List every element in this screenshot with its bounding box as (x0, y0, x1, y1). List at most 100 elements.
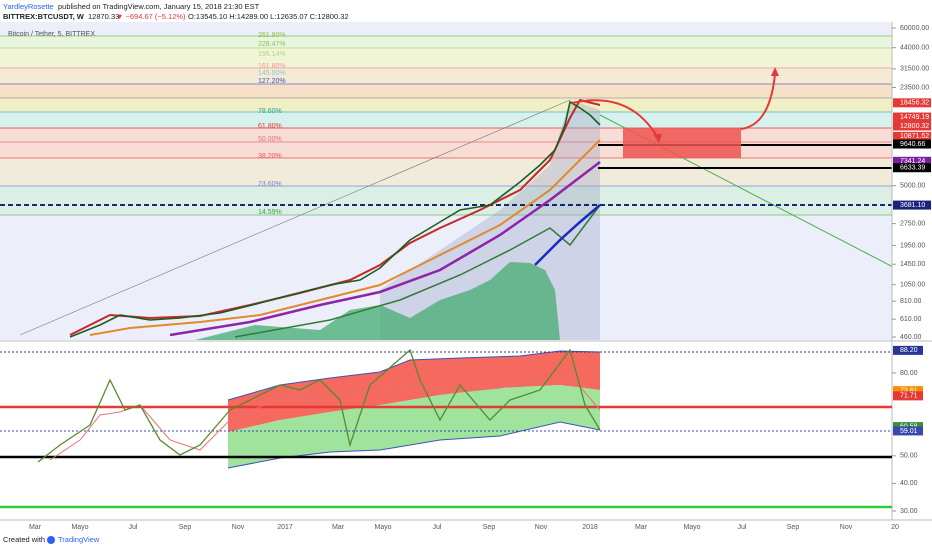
time-label: 20 (891, 524, 899, 531)
price-tag (893, 139, 931, 149)
change: ▼ −694.67 (−5.12%) (116, 12, 186, 21)
price-axis-bg (892, 22, 932, 520)
price-tag (893, 98, 931, 108)
fib-band (0, 48, 892, 68)
price-tick-label: 1950.00 (900, 242, 925, 249)
time-label: Mayo (683, 524, 700, 531)
upper-band (227, 350, 601, 401)
fib-band (0, 112, 892, 128)
published: published on TradingView.com, January 15… (58, 2, 260, 11)
price-tick-label: 44000.00 (900, 45, 929, 52)
price-tick-label: 5000.00 (900, 183, 925, 190)
fib-label: 261.80% (258, 32, 286, 39)
main-panel: Bitcoin / Tether, 5, BITTREX 261.80% 228.… (0, 22, 896, 340)
fib-label: 78.60% (258, 108, 282, 115)
fib-band (0, 128, 892, 158)
fib-label: 228.47% (258, 41, 286, 48)
time-label: Nov (232, 524, 245, 531)
target-box (623, 128, 741, 158)
price-tick-label: 610.00 (900, 316, 922, 323)
price-tag (893, 121, 931, 131)
fib-band (0, 36, 892, 48)
indicator-panel (0, 348, 892, 509)
price-tag (893, 200, 931, 210)
fib-band (0, 158, 892, 186)
time-label: Sep (483, 524, 496, 531)
time-label: Jul (129, 524, 138, 531)
logo (47, 536, 55, 544)
time-label: Jul (433, 524, 442, 531)
time-label: 2017 (277, 524, 293, 531)
ma-orange (89, 139, 601, 336)
fib-labels: 261.80% 228.47% 195.14% 161.80%145.00%127.2… (258, 32, 286, 216)
fib-label: 50.00% (258, 136, 282, 143)
indicator-tag (893, 345, 923, 355)
fib-label: 195.14% (258, 51, 286, 58)
footer-brand[interactable]: TradingView (58, 535, 100, 544)
price-tag-label: 3681.10 (900, 202, 925, 209)
panel-label: Bitcoin / Tether, 5, BITTREX (8, 31, 95, 38)
indicator-tick-label: 80.00 (900, 370, 918, 377)
volume-area (195, 262, 560, 340)
price-tick-label: 60000.00 (900, 25, 929, 32)
indicator-tag (893, 386, 923, 396)
time-label: Sep (787, 524, 800, 531)
fib-band (0, 84, 892, 98)
time-label: Jul (738, 524, 747, 531)
ohlc: O:13545.10 H:14289.00 L:12635.07 C:12800… (188, 12, 349, 21)
fib-label: 14.59% (258, 209, 282, 216)
fib-label: 38.20% (258, 153, 282, 160)
price-tag (893, 156, 931, 166)
time-label: Mar (332, 524, 345, 531)
price-tag (893, 131, 931, 141)
price-tick-label: 2750.00 (900, 220, 925, 227)
indicator-tag-label: 71.71 (900, 393, 918, 400)
last-price: 12870.33 (88, 12, 119, 21)
arrow (740, 73, 776, 130)
time-label: Mar (635, 524, 648, 531)
fib-lines (0, 35, 892, 216)
price-tag-label: 10871.52 (900, 133, 929, 140)
ma-purple (169, 161, 601, 337)
time-label: Mayo (71, 524, 88, 531)
ma-green (234, 204, 601, 338)
arrowhead (653, 134, 662, 143)
fib-label: 145.00% (258, 70, 286, 77)
price-tick-label: 31500.00 (900, 66, 929, 73)
price-tag-label: 9640.66 (900, 141, 925, 148)
time-label: Nov (535, 524, 548, 531)
time-label: 2018 (582, 524, 598, 531)
price-tag-label: 14749.19 (900, 114, 929, 121)
fib-label: 23.60% (258, 181, 282, 188)
fib-label: 127.20% (258, 78, 286, 85)
oscillator (37, 348, 601, 463)
arrowhead (771, 67, 779, 76)
indicator-tag-label: 88.20 (900, 347, 918, 354)
indicator-tag (893, 426, 923, 436)
price-tag (893, 163, 931, 173)
time-label: Mar (29, 524, 42, 531)
author[interactable]: YardleyRosette (3, 2, 54, 11)
fib-band (0, 68, 892, 84)
price-tick-label: 1450.00 (900, 261, 925, 268)
price-tag (893, 112, 931, 122)
price-tag-label: 6633.39 (900, 165, 925, 172)
arrow (571, 99, 659, 139)
time-label: Mayo (374, 524, 391, 531)
price-tag-label: 7341.24 (900, 158, 925, 165)
fib-label: 61.80% (258, 123, 282, 130)
time-label: Sep (179, 524, 192, 531)
upper-fill (228, 351, 600, 432)
indicator-tag-label: 59.01 (900, 428, 918, 435)
trend-line (19, 99, 571, 336)
price-tag-label: 12800.32 (900, 123, 929, 130)
footer-created: Created with (3, 535, 45, 544)
price-path (69, 100, 601, 338)
price-tick-label: 810.00 (900, 298, 922, 305)
fib-band (0, 186, 892, 215)
ma-blue (534, 204, 601, 266)
symbol: BITTREX:BTCUSDT, W (3, 12, 85, 21)
price-tick-label: 1050.00 (900, 282, 925, 289)
price-tag-label: 18456.32 (900, 100, 929, 107)
